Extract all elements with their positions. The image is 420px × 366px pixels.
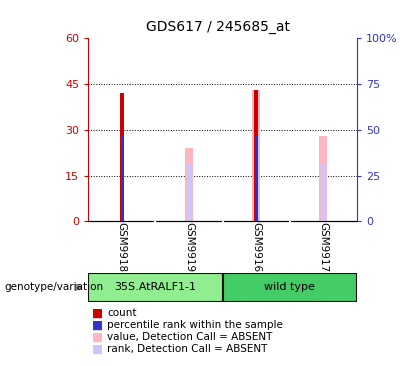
Text: genotype/variation: genotype/variation: [4, 282, 103, 292]
Bar: [255, 136, 257, 221]
Text: GSM9918: GSM9918: [117, 222, 127, 272]
Text: GSM9919: GSM9919: [184, 222, 194, 272]
Text: ■: ■: [92, 343, 103, 356]
Bar: [88, 273, 223, 302]
Text: rank, Detection Call = ABSENT: rank, Detection Call = ABSENT: [107, 344, 268, 354]
Bar: [321, 164, 326, 221]
Text: ■: ■: [92, 330, 103, 344]
Text: value, Detection Call = ABSENT: value, Detection Call = ABSENT: [107, 332, 273, 342]
Text: percentile rank within the sample: percentile rank within the sample: [107, 320, 283, 330]
Bar: [252, 90, 260, 221]
Text: GDS617 / 245685_at: GDS617 / 245685_at: [147, 20, 290, 34]
Bar: [223, 273, 357, 302]
Bar: [255, 90, 258, 221]
Text: ■: ■: [92, 318, 103, 332]
Text: 35S.AtRALF1-1: 35S.AtRALF1-1: [114, 282, 197, 292]
Bar: [186, 164, 192, 221]
Bar: [121, 136, 123, 221]
Text: GSM9917: GSM9917: [318, 222, 328, 272]
Bar: [185, 148, 193, 221]
Bar: [254, 136, 259, 221]
Text: count: count: [107, 308, 136, 318]
Text: wild type: wild type: [264, 282, 315, 292]
Text: GSM9916: GSM9916: [251, 222, 261, 272]
Bar: [319, 136, 328, 221]
Text: ■: ■: [92, 306, 103, 320]
Bar: [120, 93, 123, 221]
